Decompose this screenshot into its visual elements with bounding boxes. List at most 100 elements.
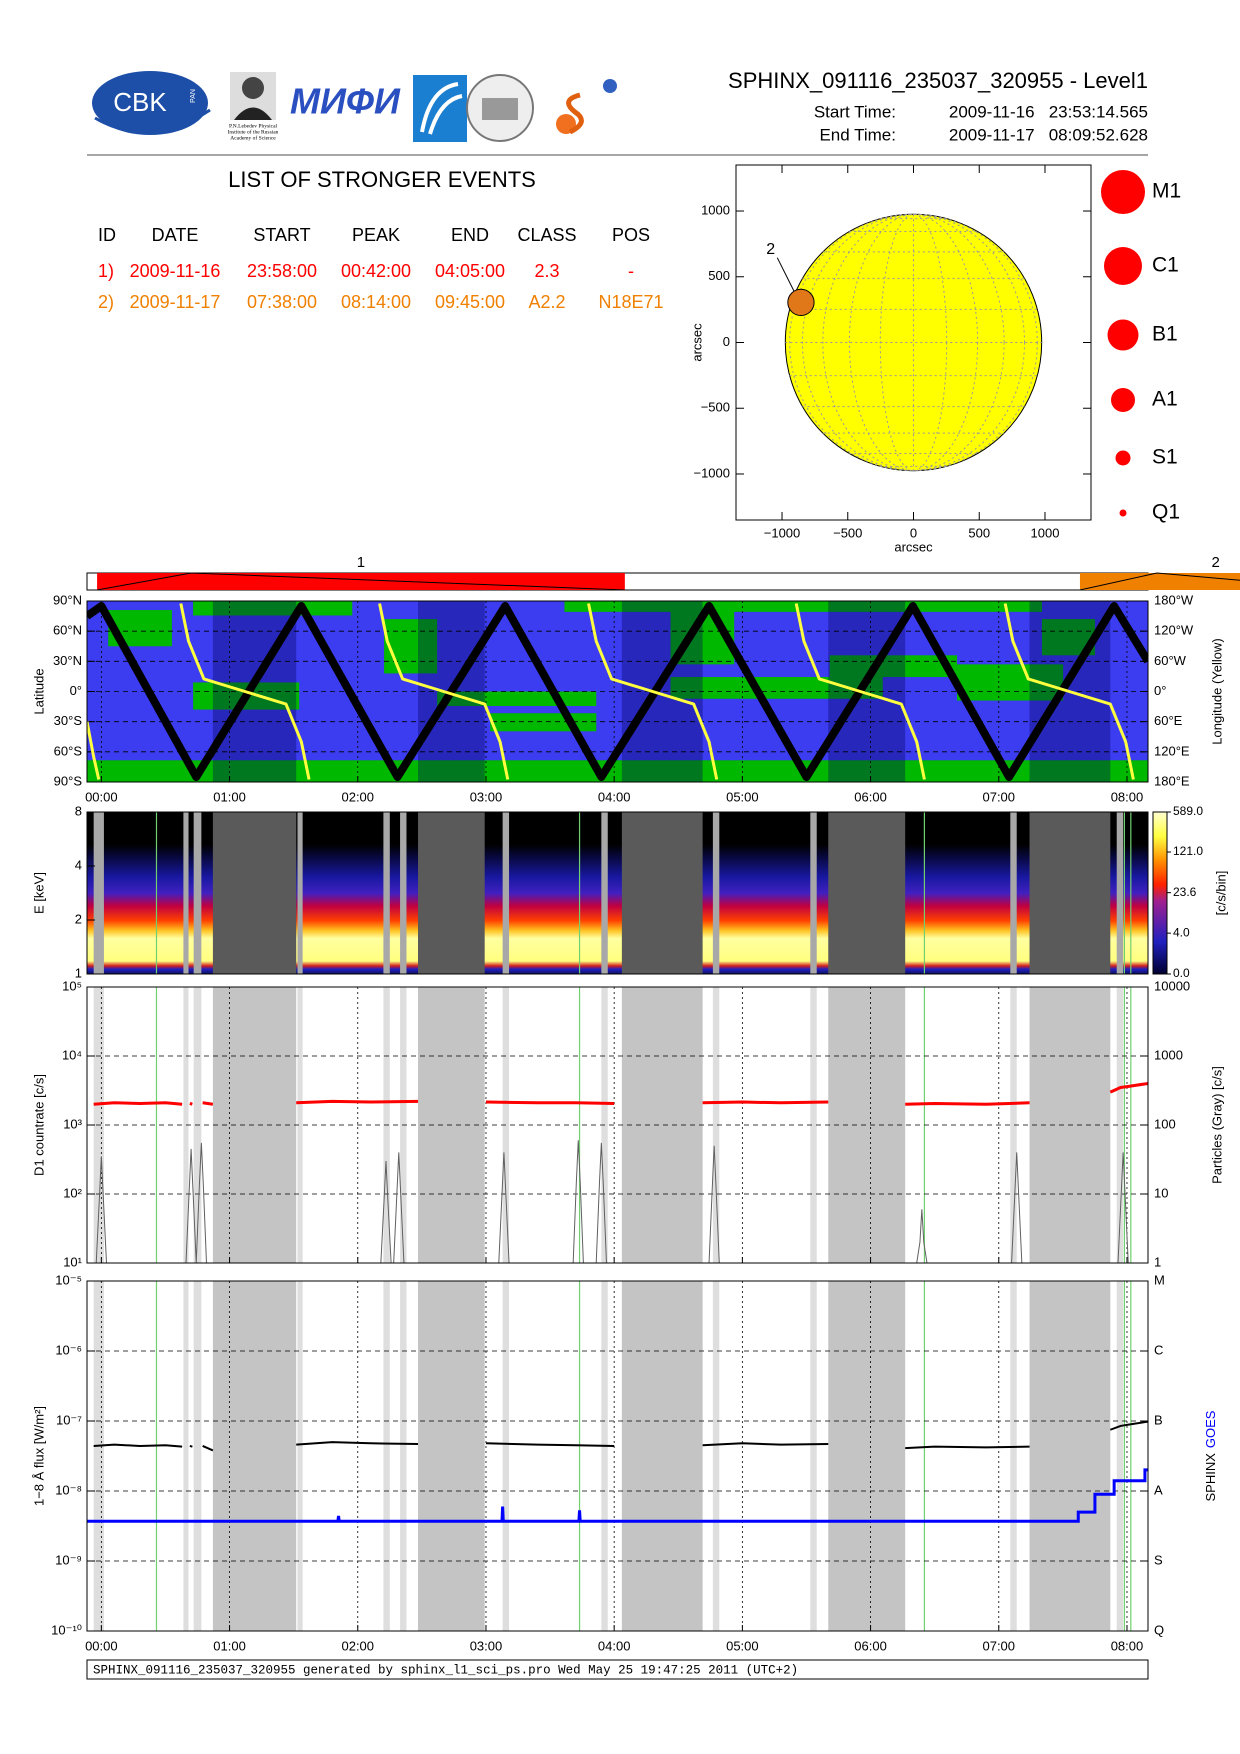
- y-tick-label: 10⁻⁹: [55, 1552, 82, 1567]
- light-gap: [297, 987, 303, 1263]
- y-tick-label: 2: [75, 911, 82, 926]
- class-label: S1: [1152, 446, 1178, 469]
- region-patch: [564, 601, 1042, 612]
- y-tick-label: 60°N: [53, 623, 82, 638]
- y2-tick-label: S: [1154, 1552, 1163, 1567]
- y-axis-label: arcsec: [689, 323, 704, 362]
- x-tick-label: 0: [910, 525, 917, 540]
- event-cell: -: [628, 261, 634, 281]
- disk-grid: [801, 213, 1026, 472]
- y-tick-label: 10⁻⁸: [55, 1482, 82, 1497]
- light-gap: [810, 1281, 817, 1631]
- event-cell: 08:14:00: [341, 292, 411, 312]
- y2-tick-label: 60°E: [1154, 713, 1183, 728]
- panel-frame: [86, 986, 1149, 1264]
- light-gap: [183, 987, 189, 1263]
- x-tick-label: 04:00: [598, 789, 631, 804]
- light-gap: [400, 1281, 407, 1631]
- report-title: SPHINX_091116_235037_320955 - Level1: [728, 68, 1148, 93]
- event-cell: N18E71: [598, 292, 663, 312]
- y2-tick-label: 1: [1154, 1254, 1161, 1269]
- class-marker: [1119, 509, 1127, 517]
- panel-frame: [86, 1280, 1149, 1632]
- x-tick-label: 00:00: [85, 789, 118, 804]
- y-tick-label: 30°N: [53, 653, 82, 668]
- light-gap: [502, 1281, 510, 1631]
- light-gap: [1116, 1281, 1124, 1631]
- y-tick-label: 10⁵: [62, 978, 82, 993]
- colorbar: [1152, 811, 1168, 975]
- event-cell: 2): [98, 292, 114, 312]
- start-label: Start Time:: [814, 102, 896, 121]
- light-gap: [93, 1281, 104, 1631]
- event-point-label: 2: [766, 241, 775, 258]
- y2-tick-label: 10: [1154, 1185, 1168, 1200]
- region-patch: [193, 601, 353, 616]
- light-gap: [1116, 987, 1124, 1263]
- y-tick-label: 8: [75, 803, 82, 818]
- dark-gap: [828, 601, 906, 782]
- class-label: C1: [1152, 254, 1179, 277]
- light-gap: [193, 1281, 202, 1631]
- particles-line: [95, 1140, 1129, 1263]
- class-marker: [1111, 388, 1135, 412]
- x-tick-label: 07:00: [982, 1638, 1015, 1653]
- x-axis-label: arcsec: [894, 539, 933, 554]
- y-tick-label: 10⁴: [62, 1047, 82, 1062]
- y-tick-label: 500: [708, 268, 730, 283]
- class-marker: [1104, 247, 1142, 285]
- dark-gap: [621, 1281, 703, 1631]
- event-cell: 1): [98, 261, 114, 281]
- event-bar: [1079, 573, 1240, 590]
- light-gap: [93, 812, 104, 974]
- y-tick-label: 10¹: [63, 1254, 82, 1269]
- logo-pan-text: PAN: [190, 89, 197, 103]
- dark-gap: [1029, 812, 1111, 974]
- x-tick-label: 00:00: [85, 1638, 118, 1653]
- dark-gap: [828, 987, 906, 1263]
- y-tick-label: 1: [75, 965, 82, 980]
- y-axis-label: D1 countrate [c/s]: [31, 1074, 46, 1176]
- light-gap: [712, 1281, 720, 1631]
- lebedev-caption: P.N.Lebedev Physical: [229, 123, 278, 129]
- colorbar-tick-label: 23.6: [1173, 885, 1197, 899]
- dark-gap: [621, 987, 703, 1263]
- y-tick-label: 90°N: [53, 592, 82, 607]
- y-tick-label: 90°S: [54, 773, 83, 788]
- y2-tick-label: 120°W: [1154, 623, 1194, 638]
- x-tick-label: 06:00: [854, 1638, 887, 1653]
- y-tick-label: 10³: [63, 1116, 82, 1131]
- y-tick-label: 0: [723, 334, 730, 349]
- legend: SPHINX GOES: [1203, 1410, 1218, 1501]
- y2-tick-label: 100: [1154, 1116, 1176, 1131]
- logo-cbk-text: CBK: [113, 87, 167, 117]
- region-patch: [384, 619, 438, 674]
- dark-gap: [212, 812, 297, 974]
- logos: CBK PAN P.N.Lebedev Physical Institute o…: [92, 71, 617, 142]
- light-gap: [601, 1281, 608, 1631]
- colorbar-tick-label: 4.0: [1173, 925, 1190, 939]
- y-tick-label: 10⁻⁶: [55, 1342, 82, 1357]
- y2-tick-label: 10000: [1154, 978, 1190, 993]
- end-time: 2009-11-17 08:09:52.628: [949, 125, 1148, 144]
- event-cell: 2009-11-16: [130, 261, 221, 281]
- light-gap: [183, 812, 189, 974]
- colorbar-tick-label: 0.0: [1173, 966, 1190, 980]
- colorbar-tick-label: 121.0: [1173, 844, 1203, 858]
- column-header: POS: [612, 225, 650, 245]
- colorbar-tick-label: 589.0: [1173, 804, 1203, 818]
- light-gap: [400, 812, 407, 974]
- x-tick-label: 08:00: [1111, 1638, 1144, 1653]
- column-header: PEAK: [352, 225, 400, 245]
- event-cell: 07:38:00: [247, 292, 317, 312]
- logo-blue-arc: [420, 82, 463, 135]
- region-patch: [87, 760, 1148, 782]
- flux-line: [87, 1468, 1148, 1523]
- y2-tick-label: 180°W: [1154, 592, 1194, 607]
- dark-gap: [1029, 1281, 1111, 1631]
- x-tick-label: −1000: [764, 525, 801, 540]
- light-gap: [383, 1281, 390, 1631]
- x-tick-label: 05:00: [726, 1638, 759, 1653]
- y-tick-label: −500: [701, 400, 730, 415]
- y2-tick-label: C: [1154, 1342, 1163, 1357]
